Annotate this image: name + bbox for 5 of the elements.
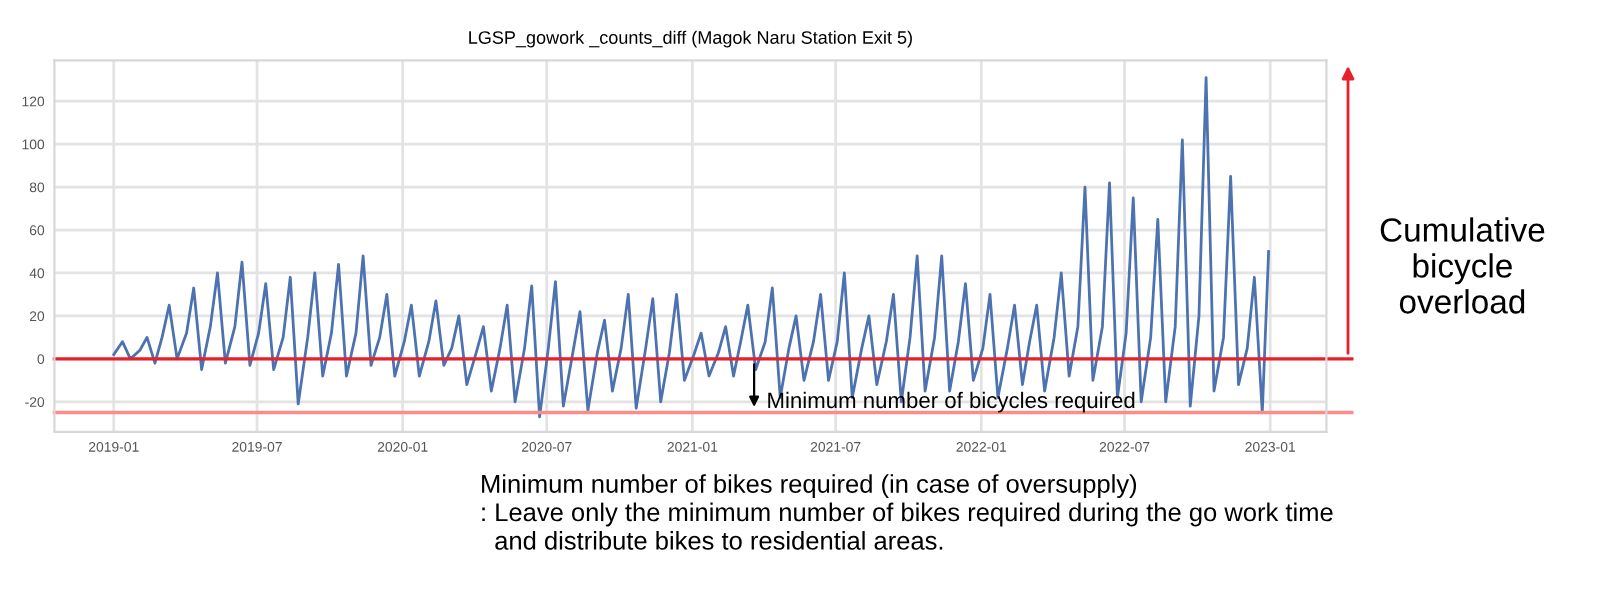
text: Minimum number of bikes required (in case of oversupply) : Leave only the minimum number of bikes required during the go work time and distribute bikes to residential areas.	[482, 474, 1333, 550]
line-series	[112, 76, 1271, 419]
annotation: Minimum number of bicycles required	[768, 391, 1135, 413]
chart-title: LGSP_gowork _counts_diff (Magok Naru Station Exit 5)	[469, 30, 912, 48]
text: Cumulative bicycle overload	[1380, 217, 1545, 314]
